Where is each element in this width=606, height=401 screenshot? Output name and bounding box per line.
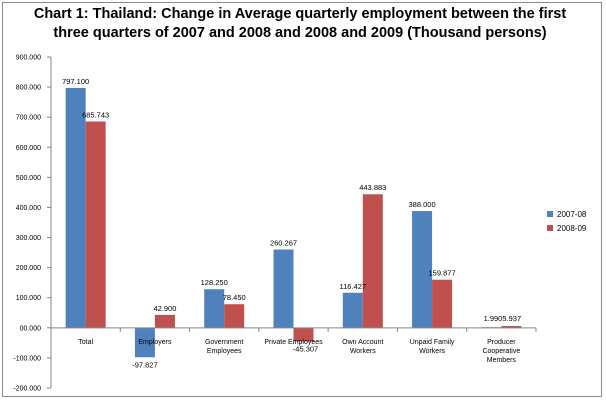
y-tick-label: 900.000 bbox=[16, 55, 41, 62]
y-tick-label: 100.000 bbox=[16, 295, 41, 302]
chart-title-line-2: three quarters of 2007 and 2008 and 2008… bbox=[53, 25, 547, 41]
x-category-label: Private Employees bbox=[264, 339, 323, 346]
y-tick-label: 400.000 bbox=[16, 205, 41, 212]
x-category-label: Producer bbox=[487, 339, 516, 346]
y-tick-label: 300.000 bbox=[16, 235, 41, 242]
y-tick-label: 800.000 bbox=[16, 85, 41, 92]
y-tick-label: 00.000 bbox=[20, 325, 42, 332]
data-label-2007-08: 116.427 bbox=[340, 282, 367, 291]
data-label-2008-09: 5.937 bbox=[502, 314, 521, 323]
data-label-2008-09: 443.883 bbox=[359, 183, 386, 192]
data-label-2007-08: 128.250 bbox=[201, 278, 228, 287]
y-tick-label: 500.000 bbox=[16, 175, 41, 182]
bar-2008-09 bbox=[293, 327, 314, 342]
bar-2007-08 bbox=[204, 289, 225, 328]
data-label-2007-08: -97.827 bbox=[132, 360, 157, 369]
x-category-label: Members bbox=[487, 357, 517, 364]
y-tick-label: 600.000 bbox=[16, 145, 41, 152]
legend-label-2007-08: 2007-08 bbox=[557, 209, 587, 219]
legend-swatch-2008-09 bbox=[547, 225, 553, 231]
x-category-label: Workers bbox=[350, 348, 376, 355]
y-tick-label: 700.000 bbox=[16, 115, 41, 122]
bar-2007-08 bbox=[273, 249, 294, 328]
bar-2008-09 bbox=[224, 304, 245, 328]
y-tick-label: -100.000 bbox=[13, 355, 41, 362]
x-category-label: Cooperative bbox=[482, 348, 520, 355]
bar-2007-08 bbox=[342, 292, 363, 328]
bar-2008-09 bbox=[432, 279, 453, 328]
data-label-2007-08: 388.000 bbox=[409, 200, 436, 209]
data-label-2008-09: 159.877 bbox=[429, 269, 456, 278]
x-category-label: Own Account bbox=[342, 339, 383, 346]
data-label-2007-08: 260.267 bbox=[270, 239, 297, 248]
bar-2008-09 bbox=[501, 326, 522, 328]
x-category-label: Employers bbox=[138, 339, 172, 346]
data-label-2008-09: 78.450 bbox=[223, 293, 246, 302]
bar-2007-08 bbox=[65, 87, 86, 328]
y-tick-label: 200.000 bbox=[16, 265, 41, 272]
data-label-2007-08: 797.100 bbox=[62, 77, 89, 86]
x-category-label: Total bbox=[78, 339, 93, 346]
y-tick-label: -200.000 bbox=[13, 386, 41, 393]
bar-2008-09 bbox=[154, 314, 175, 328]
data-label-2008-09: 42.900 bbox=[153, 304, 176, 313]
x-category-label: Workers bbox=[419, 348, 445, 355]
data-label-2008-09: -45.307 bbox=[293, 344, 318, 353]
chart-title-line-1: Chart 1: Thailand: Change in Average qua… bbox=[33, 6, 567, 22]
legend-swatch-2007-08 bbox=[547, 211, 553, 217]
data-label-2007-08: 1.990 bbox=[484, 314, 503, 323]
bar-2007-08 bbox=[412, 211, 433, 328]
data-label-2008-09: 685.743 bbox=[82, 110, 109, 119]
legend-item-2007-08: 2007-08 bbox=[547, 207, 586, 221]
legend-item-2008-09: 2008-09 bbox=[547, 221, 586, 235]
legend-label-2008-09: 2008-09 bbox=[557, 223, 587, 233]
bar-2008-09 bbox=[85, 121, 106, 328]
x-category-label: Unpaid Family bbox=[410, 339, 455, 346]
x-category-label: Government bbox=[205, 339, 244, 346]
bar-2007-08 bbox=[134, 327, 155, 358]
bar-2008-09 bbox=[362, 194, 383, 328]
legend: 2007-08 2008-09 bbox=[547, 207, 586, 235]
chart-title: Chart 1: Thailand: Change in Average qua… bbox=[0, 5, 600, 43]
x-category-label: Employees bbox=[207, 348, 242, 355]
